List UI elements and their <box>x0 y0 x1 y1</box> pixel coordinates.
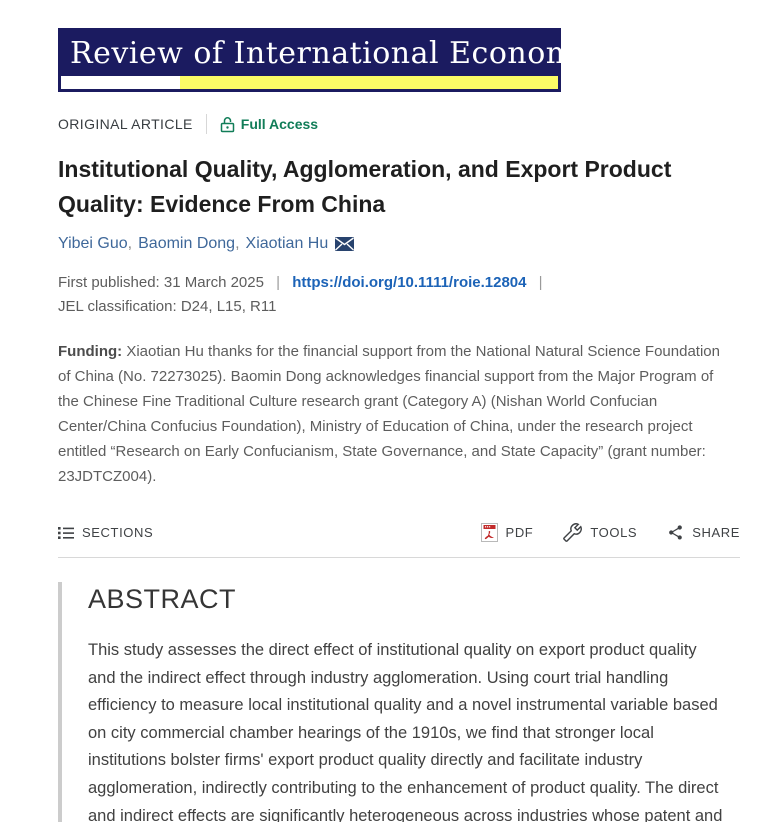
abstract-text: This study assesses the direct effect of… <box>88 641 723 822</box>
funding-text: Xiaotian Hu thanks for the financial sup… <box>58 343 720 486</box>
doi-link[interactable]: https://doi.org/10.1111/roie.12804 <box>292 274 527 291</box>
article-type-row: ORIGINAL ARTICLE Full Access <box>58 114 740 134</box>
journal-title: Review of International Economics <box>70 36 619 71</box>
jel-label: JEL classification: <box>58 298 177 315</box>
list-icon <box>58 526 74 540</box>
abstract-heading: ABSTRACT <box>88 584 237 615</box>
divider: | <box>538 274 543 291</box>
publication-meta: First published: 31 March 2025 | https:/… <box>58 271 740 319</box>
toolbar-actions: PDF TOOLS SHARE <box>480 523 740 543</box>
jel-codes: D24, L15, R11 <box>180 298 277 315</box>
pdf-label: PDF <box>505 525 534 541</box>
first-published-row: First published: 31 March 2025 | https:/… <box>58 271 740 295</box>
author-separator: , <box>127 235 133 252</box>
author-link[interactable]: Xiaotian Hu <box>245 235 329 252</box>
divider <box>205 114 207 134</box>
tools-button[interactable]: TOOLS <box>563 523 638 543</box>
abstract-section: ABSTRACT This study assesses the direct … <box>58 582 740 822</box>
pdf-button[interactable]: PDF <box>480 523 534 543</box>
sections-label: SECTIONS <box>82 525 154 541</box>
author-separator: , <box>235 235 240 252</box>
access-status: Full Access <box>220 116 318 133</box>
sections-button[interactable]: SECTIONS <box>58 525 153 540</box>
journal-banner: Review of International Economics <box>58 28 619 92</box>
funding-label: Funding: <box>58 343 123 360</box>
horizontal-divider <box>58 557 740 559</box>
banner-stripe <box>61 76 558 89</box>
article-title: Institutional Quality, Agglomeration, an… <box>58 156 672 217</box>
author-link[interactable]: Yibei Guo <box>58 235 128 252</box>
tools-label: TOOLS <box>590 525 638 541</box>
article-toolbar: SECTIONS PDF <box>58 523 740 543</box>
share-button[interactable]: SHARE <box>667 524 740 541</box>
first-published-label: First published: <box>58 274 160 291</box>
access-label: Full Access <box>240 116 319 132</box>
share-icon <box>667 524 684 541</box>
banner-stripe-white <box>61 76 181 89</box>
jel-row: JEL classification: D24, L15, R11 <box>58 295 740 319</box>
email-icon[interactable] <box>335 237 355 251</box>
first-published-date: 31 March 2025 <box>163 274 264 291</box>
pdf-icon <box>480 523 498 543</box>
divider: | <box>276 274 281 291</box>
author-link[interactable]: Baomin Dong <box>138 235 236 252</box>
share-label: SHARE <box>692 525 740 541</box>
banner-stripe-yellow <box>180 76 558 89</box>
funding-note: Funding: Xiaotian Hu thanks for the fina… <box>58 339 734 489</box>
unlock-icon <box>220 116 235 133</box>
author-list: Yibei Guo, Baomin Dong, Xiaotian Hu <box>58 235 740 253</box>
article-type-label: ORIGINAL ARTICLE <box>58 116 193 132</box>
wrench-icon <box>563 523 583 543</box>
